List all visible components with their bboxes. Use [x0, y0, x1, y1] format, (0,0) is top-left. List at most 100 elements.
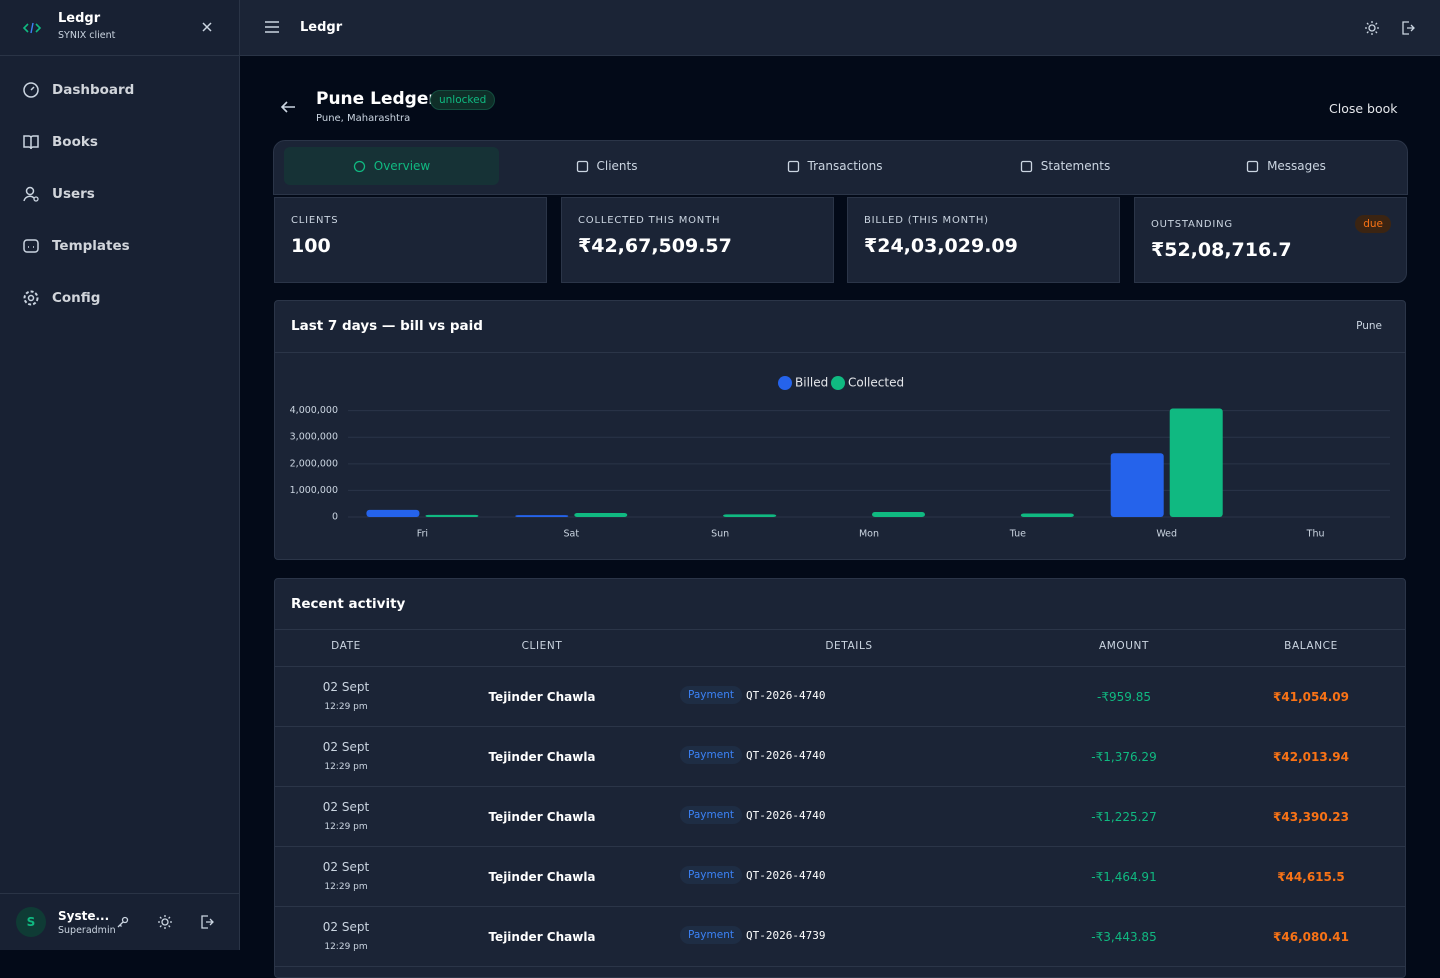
logo: [22, 22, 42, 34]
row-type: Payment: [680, 926, 742, 944]
chart-tag: Pune: [1356, 320, 1382, 332]
y-tick-label: 2,000,000: [290, 458, 338, 469]
nav-item[interactable]: Config: [22, 288, 100, 308]
legend-label: Billed: [795, 376, 828, 390]
tab-label: Statements: [1040, 159, 1111, 173]
user-role: Superadmin: [58, 925, 116, 936]
nav-label: Users: [52, 186, 95, 202]
row-ref: QT-2026-4739: [746, 929, 826, 942]
y-tick-label: 0: [332, 512, 338, 523]
stat-card: COLLECTED THIS MONTH ₹42,67,509.57: [561, 197, 834, 283]
sidebar: Ledgr SYNIX client Dashboard Books Users…: [0, 0, 240, 950]
user-name: Syste...: [58, 909, 110, 923]
row-amount: -₹1,376.29: [1091, 750, 1157, 764]
row-type: Payment: [680, 746, 742, 764]
tab[interactable]: Messages: [1175, 147, 1397, 185]
x-tick-label: Wed: [1156, 529, 1177, 540]
row-ref: QT-2026-4740: [746, 689, 826, 702]
stat-label: CLIENTS: [291, 215, 339, 226]
row-time: 12:29 pm: [324, 702, 368, 712]
row-ref: QT-2026-4740: [746, 809, 826, 822]
chart-title: Last 7 days — bill vs paid: [291, 318, 483, 334]
nav-item[interactable]: Books: [22, 132, 98, 152]
column-header: AMOUNT: [1098, 640, 1150, 652]
tab-label: Transactions: [807, 159, 883, 173]
column-header: DATE: [331, 640, 361, 652]
divider: [0, 893, 240, 894]
stat-label: COLLECTED THIS MONTH: [578, 215, 721, 226]
divider: [275, 352, 1405, 353]
divider: [0, 55, 240, 56]
row-amount: -₹1,225.27: [1091, 810, 1157, 824]
menu-icon[interactable]: [264, 20, 280, 34]
column-header: DETAILS: [825, 640, 873, 652]
row-ref: QT-2026-4740: [746, 749, 826, 762]
y-tick-label: 3,000,000: [290, 432, 338, 443]
stat-value: ₹52,08,716.7: [1151, 239, 1292, 261]
stat-badge: due: [1355, 215, 1391, 233]
close-book-button[interactable]: Close book: [1329, 101, 1398, 116]
tab[interactable]: Clients: [499, 147, 714, 185]
stat-label: BILLED (THIS MONTH): [864, 215, 989, 226]
row-divider: [275, 846, 1405, 847]
y-tick-label: 1,000,000: [290, 485, 338, 496]
bar: [515, 515, 569, 517]
row-divider: [275, 786, 1405, 787]
row-divider: [275, 726, 1405, 727]
close-sidebar[interactable]: [201, 21, 213, 33]
ledger-title: Pune Ledger: [316, 89, 437, 109]
brand-subtitle: SYNIX client: [58, 30, 116, 41]
stat-value: ₹24,03,029.09: [864, 235, 1018, 257]
row-balance: ₹42,013.94: [1273, 750, 1349, 764]
x-tick-label: Sat: [563, 529, 579, 540]
nav-label: Books: [52, 134, 98, 150]
tab[interactable]: Statements: [955, 147, 1175, 185]
row-client: Tejinder Chawla: [488, 870, 596, 884]
key-icon[interactable]: [116, 915, 130, 929]
nav-label: Dashboard: [52, 82, 135, 98]
row-balance: ₹44,615.5: [1277, 870, 1345, 884]
row-client: Tejinder Chawla: [488, 810, 596, 824]
stat-value: 100: [291, 235, 331, 257]
logout-icon[interactable]: [199, 914, 215, 930]
row-time: 12:29 pm: [324, 822, 368, 832]
back-icon[interactable]: [280, 100, 296, 114]
nav-label: Config: [52, 290, 101, 306]
theme-icon[interactable]: [157, 914, 173, 930]
row-type: Payment: [680, 806, 742, 824]
theme-icon[interactable]: [1364, 20, 1380, 36]
bar: [1110, 453, 1164, 517]
tab[interactable]: Transactions: [714, 147, 955, 185]
x-tick-label: Mon: [859, 529, 879, 540]
row-time: 12:29 pm: [324, 942, 368, 952]
nav-item[interactable]: Users: [22, 184, 95, 204]
row-amount: -₹959.85: [1097, 690, 1151, 704]
row-balance: ₹41,054.09: [1273, 690, 1349, 704]
row-date: 02 Sept: [322, 920, 370, 934]
x-tick-label: Fri: [417, 529, 428, 540]
divider: [275, 666, 1405, 667]
row-time: 12:29 pm: [324, 882, 368, 892]
row-client: Tejinder Chawla: [488, 930, 596, 944]
x-tick-label: Thu: [1306, 529, 1325, 540]
nav-item[interactable]: Dashboard: [22, 80, 134, 100]
topbar-title: Ledgr: [300, 20, 343, 35]
row-time: 12:29 pm: [324, 762, 368, 772]
logout-icon[interactable]: [1400, 20, 1416, 36]
bar: [723, 514, 777, 517]
y-tick-label: 4,000,000: [290, 405, 338, 416]
row-date: 02 Sept: [322, 740, 370, 754]
row-client: Tejinder Chawla: [488, 750, 596, 764]
stat-card: CLIENTS 100: [274, 197, 547, 283]
column-header: CLIENT: [521, 640, 563, 652]
column-header: BALANCE: [1284, 640, 1338, 652]
row-type: Payment: [680, 866, 742, 884]
tab-label: Overview: [373, 159, 431, 173]
bar: [1169, 408, 1223, 517]
activity-card: Recent activity: [274, 578, 1406, 978]
tab[interactable]: Overview: [284, 147, 499, 185]
nav-label: Templates: [52, 238, 130, 254]
tab-label: Clients: [596, 159, 638, 173]
nav-item[interactable]: Templates: [22, 236, 130, 256]
